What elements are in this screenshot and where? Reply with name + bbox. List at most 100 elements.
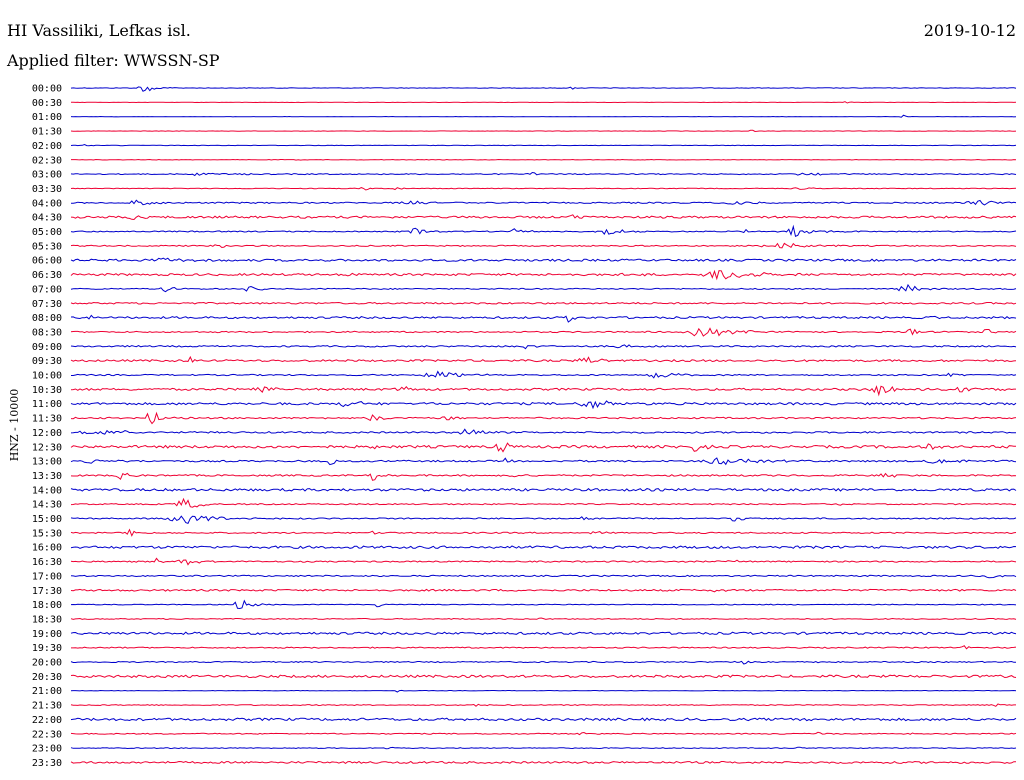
time-tick-label: 16:30 [32,557,62,568]
time-tick-label: 22:00 [32,715,62,726]
time-tick-label: 17:00 [32,571,62,582]
seismic-trace [70,731,1017,736]
time-tick-label: 04:30 [32,213,62,224]
seismic-trace [70,617,1017,620]
seismic-trace [70,411,1017,425]
time-tick-label: 13:30 [32,471,62,482]
seismic-trace [70,599,1017,610]
seismic-trace [71,645,1017,650]
seismic-trace [70,545,1017,550]
seismic-trace [70,344,1017,350]
seismic-trace [70,487,1017,492]
seismic-trace [70,689,1017,693]
time-tick-label: 00:30 [32,98,62,109]
seismic-trace [70,86,1017,92]
seismic-trace [70,660,1016,665]
seismic-trace [70,224,1017,237]
time-tick-label: 07:00 [32,284,62,295]
seismic-trace [70,557,1017,566]
time-tick-label: 11:00 [32,399,62,410]
time-tick-label: 16:00 [32,543,62,554]
time-tick-label: 10:30 [32,385,62,396]
filter-label: Applied filter: WWSSN-SP [7,51,220,70]
time-tick-label: 06:30 [32,270,62,281]
seismic-trace [70,674,1017,679]
seismic-trace [70,574,1017,579]
seismic-trace [70,746,1017,750]
seismic-trace [70,114,1017,118]
time-tick-label: 01:30 [32,127,62,138]
time-tick-label: 03:00 [32,170,62,181]
seismic-trace [70,703,1016,707]
time-tick-label: 06:00 [32,256,62,267]
seismic-trace [70,257,1017,263]
time-tick-label: 14:00 [32,485,62,496]
time-tick-label: 15:30 [32,528,62,539]
seismic-trace [70,171,1017,177]
seismic-trace [70,355,1017,363]
time-tick-label: 09:30 [32,356,62,367]
time-tick-label: 12:00 [32,428,62,439]
time-tick-label: 17:30 [32,586,62,597]
seismic-trace [70,760,1016,765]
time-tick-label: 11:30 [32,414,62,425]
seismic-trace [70,385,1016,397]
time-tick-label: 02:30 [32,155,62,166]
time-tick-label: 23:00 [32,744,62,755]
time-tick-label: 02:00 [32,141,62,152]
time-tick-label: 20:00 [32,658,62,669]
time-tick-label: 01:00 [32,112,62,123]
seismic-trace [70,187,1017,191]
time-tick-label: 18:00 [32,600,62,611]
seismic-trace [70,242,1017,249]
seismic-trace [71,158,1017,161]
time-tick-label: 18:30 [32,614,62,625]
time-tick-label: 05:00 [32,227,62,238]
time-tick-label: 21:00 [32,686,62,697]
seismic-trace [70,528,1017,537]
seismic-trace [71,101,1017,104]
time-tick-label: 20:30 [32,672,62,683]
time-tick-label: 23:30 [32,758,62,769]
seismic-trace [70,327,1017,337]
seismic-trace [70,472,1017,481]
seismic-trace [70,143,1017,147]
seismic-trace [70,515,1017,525]
time-tick-label: 08:00 [32,313,62,324]
time-tick-label: 13:00 [32,457,62,468]
seismic-trace [70,269,1017,281]
time-tick-label: 19:00 [32,629,62,640]
seismic-trace [70,400,1017,410]
time-tick-label: 15:00 [32,514,62,525]
seismic-trace [70,588,1017,593]
time-tick-label: 03:30 [32,184,62,195]
time-tick-label: 12:30 [32,442,62,453]
time-tick-label: 10:00 [32,371,62,382]
time-tick-label: 00:00 [32,84,62,95]
seismic-trace [70,631,1017,635]
record-date: 2019-10-12 [923,21,1016,40]
time-tick-label: 05:30 [32,241,62,252]
time-tick-label: 08:30 [32,327,62,338]
seismic-trace [70,497,1017,508]
station-title: HI Vassiliki, Lefkas isl. [7,21,191,40]
seismic-trace [70,314,1017,323]
time-tick-label: 04:00 [32,198,62,209]
time-tick-label: 07:30 [32,299,62,310]
time-tick-label: 21:30 [32,701,62,712]
time-tick-label: 22:30 [32,729,62,740]
seismic-trace [71,370,1017,379]
time-tick-label: 14:30 [32,500,62,511]
seismic-trace [70,428,1017,435]
seismic-trace [70,199,1017,206]
time-tick-label: 09:00 [32,342,62,353]
seismic-trace [70,717,1017,722]
seismic-trace [70,301,1017,305]
seismic-trace [70,129,1017,133]
seismic-trace [70,283,1017,293]
time-tick-label: 19:30 [32,643,62,654]
seismic-trace [70,214,1017,221]
seismic-trace [70,442,1017,453]
